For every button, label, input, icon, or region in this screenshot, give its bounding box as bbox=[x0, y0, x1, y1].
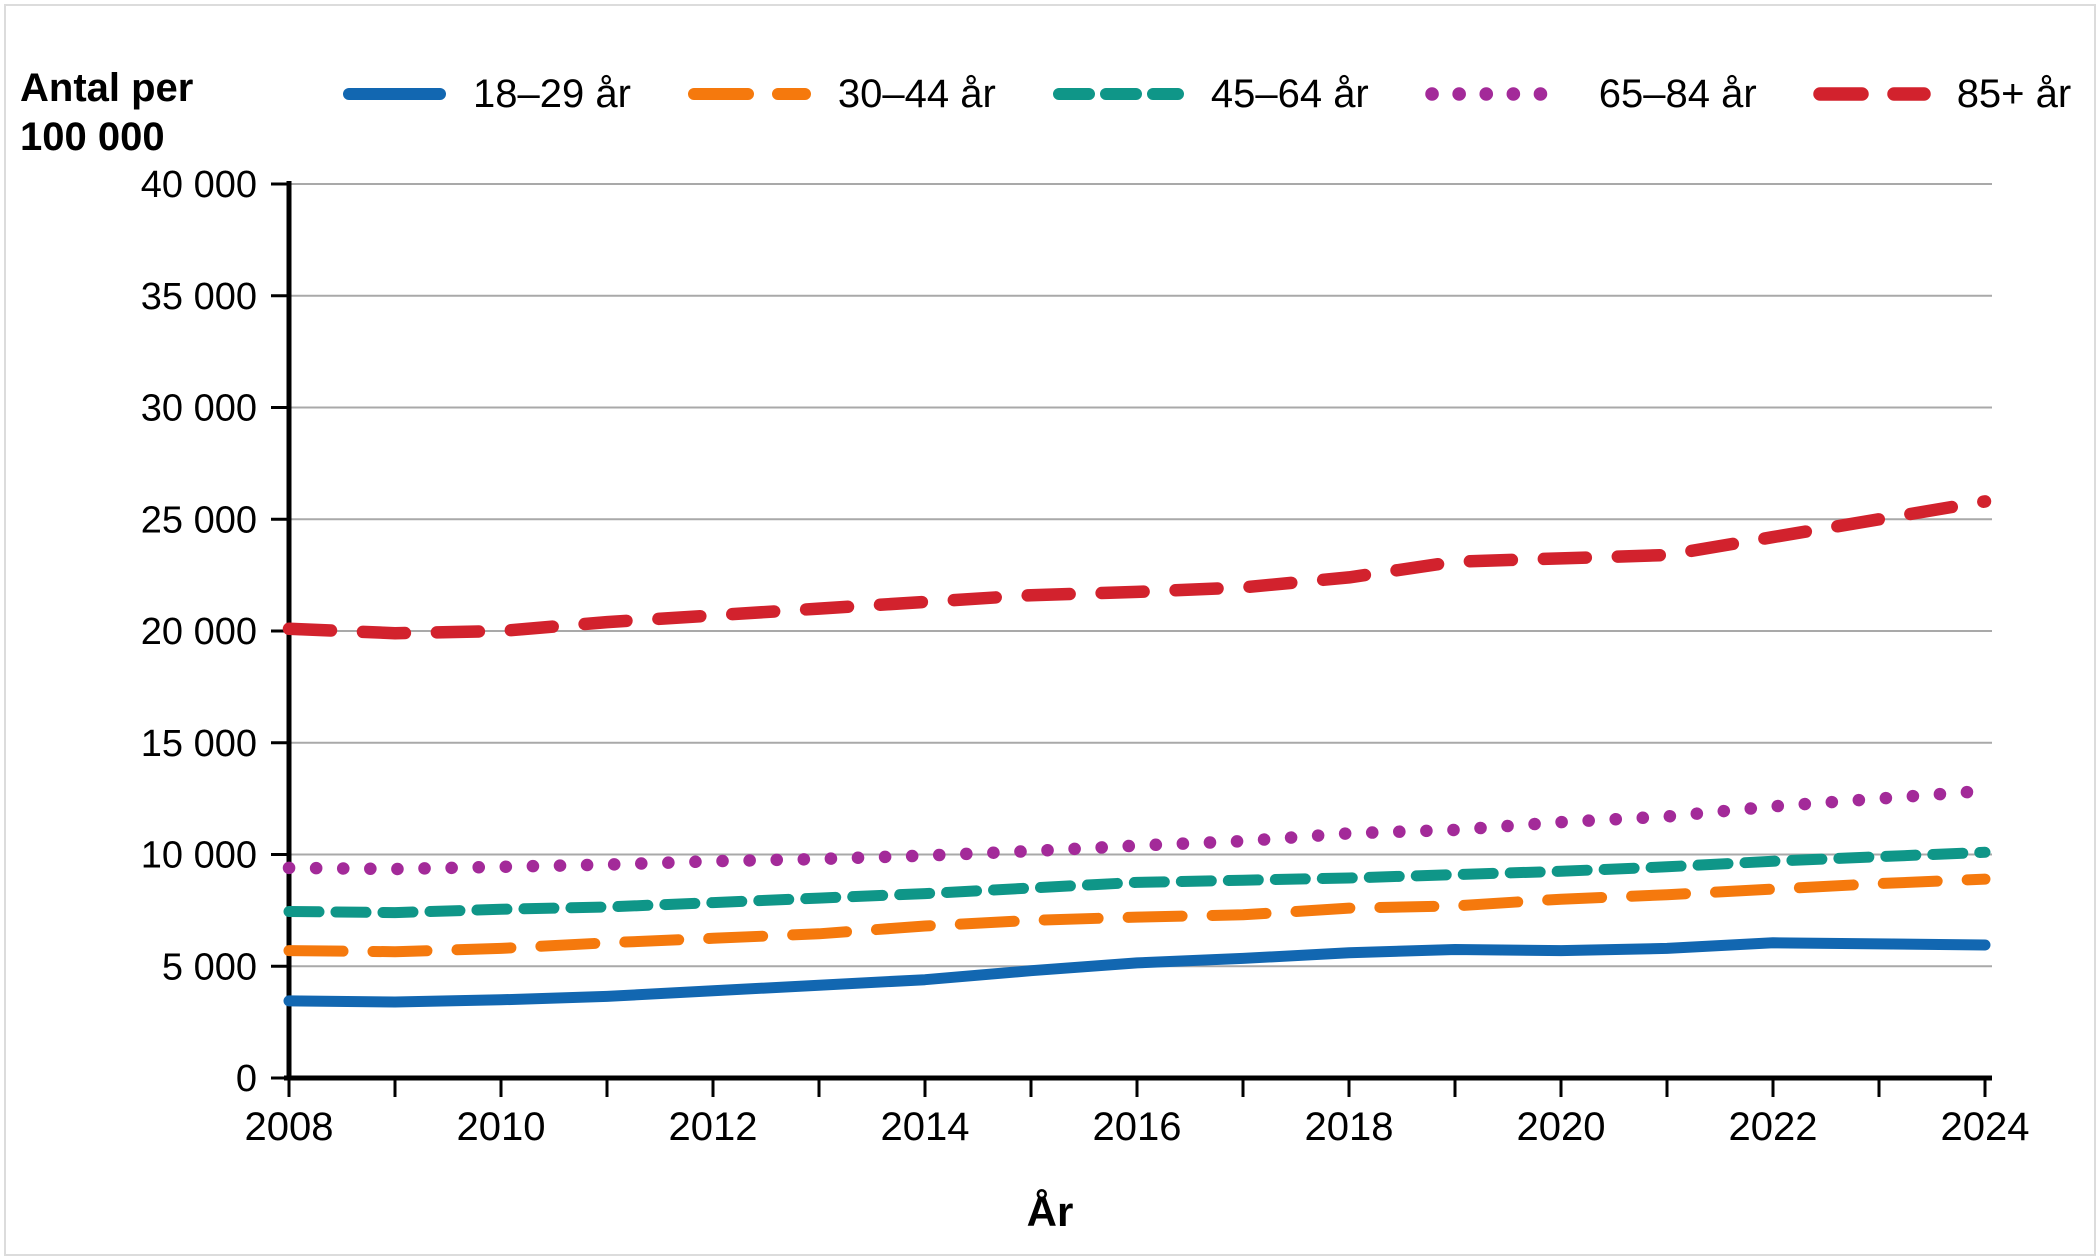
legend-swatch-line bbox=[1052, 88, 1184, 100]
series-line-1829 bbox=[283, 937, 1991, 1008]
legend: 18–29 år 30–44 år 45–64 år 65–84 år 85+ år bbox=[342, 66, 2071, 122]
legend-label: 85+ år bbox=[1956, 71, 2072, 116]
x-tick-label: 2022 bbox=[1729, 1105, 1818, 1149]
legend-swatch-line bbox=[687, 88, 811, 100]
y-axis-title-line2: 100 000 bbox=[20, 114, 165, 159]
legend-label: 30–44 år bbox=[837, 71, 996, 116]
x-tick-label: 2012 bbox=[669, 1105, 758, 1149]
legend-item: 18–29 år bbox=[342, 72, 631, 117]
y-tick-label: 15 000 bbox=[141, 723, 257, 765]
legend-label: 18–29 år bbox=[473, 71, 631, 116]
y-tick-label: 40 000 bbox=[141, 164, 257, 206]
legend-swatch-line bbox=[1812, 87, 1931, 101]
legend-item: 45–64 år bbox=[1052, 72, 1369, 117]
x-tick-label: 2010 bbox=[457, 1105, 546, 1149]
series-line-6584 bbox=[282, 784, 1992, 876]
legend-item: 85+ år bbox=[1812, 71, 2072, 117]
y-tick-label: 20 000 bbox=[141, 611, 257, 653]
y-tick-label: 35 000 bbox=[141, 276, 257, 318]
x-tick-label: 2018 bbox=[1305, 1105, 1394, 1149]
y-tick-label: 5 000 bbox=[162, 946, 257, 988]
x-tick-label: 2016 bbox=[1093, 1105, 1182, 1149]
legend-swatch-line bbox=[1425, 87, 1573, 101]
y-tick-label: 30 000 bbox=[141, 388, 257, 430]
y-tick-label: 25 000 bbox=[141, 499, 257, 541]
y-axis-title: Antal per 100 000 bbox=[20, 64, 193, 162]
y-tick-label: 10 000 bbox=[141, 835, 257, 877]
y-axis-title-line1: Antal per bbox=[20, 66, 194, 110]
y-tick-label: 0 bbox=[236, 1058, 257, 1100]
x-tick-label: 2020 bbox=[1517, 1105, 1606, 1149]
legend-swatch-line bbox=[343, 88, 446, 100]
x-tick-label: 2014 bbox=[881, 1105, 970, 1149]
x-tick-label: 2008 bbox=[245, 1105, 334, 1149]
legend-item: 65–84 år bbox=[1425, 72, 1757, 117]
series-line-85+ bbox=[282, 495, 1992, 640]
x-axis-title: År bbox=[1026, 1188, 1074, 1235]
series-line-3044 bbox=[283, 873, 1991, 958]
series-line-4564 bbox=[283, 846, 1991, 919]
legend-label: 45–64 år bbox=[1210, 71, 1369, 116]
legend-item: 30–44 år bbox=[687, 72, 996, 117]
x-tick-label: 2024 bbox=[1941, 1105, 2030, 1149]
legend-label: 65–84 år bbox=[1598, 71, 1757, 116]
